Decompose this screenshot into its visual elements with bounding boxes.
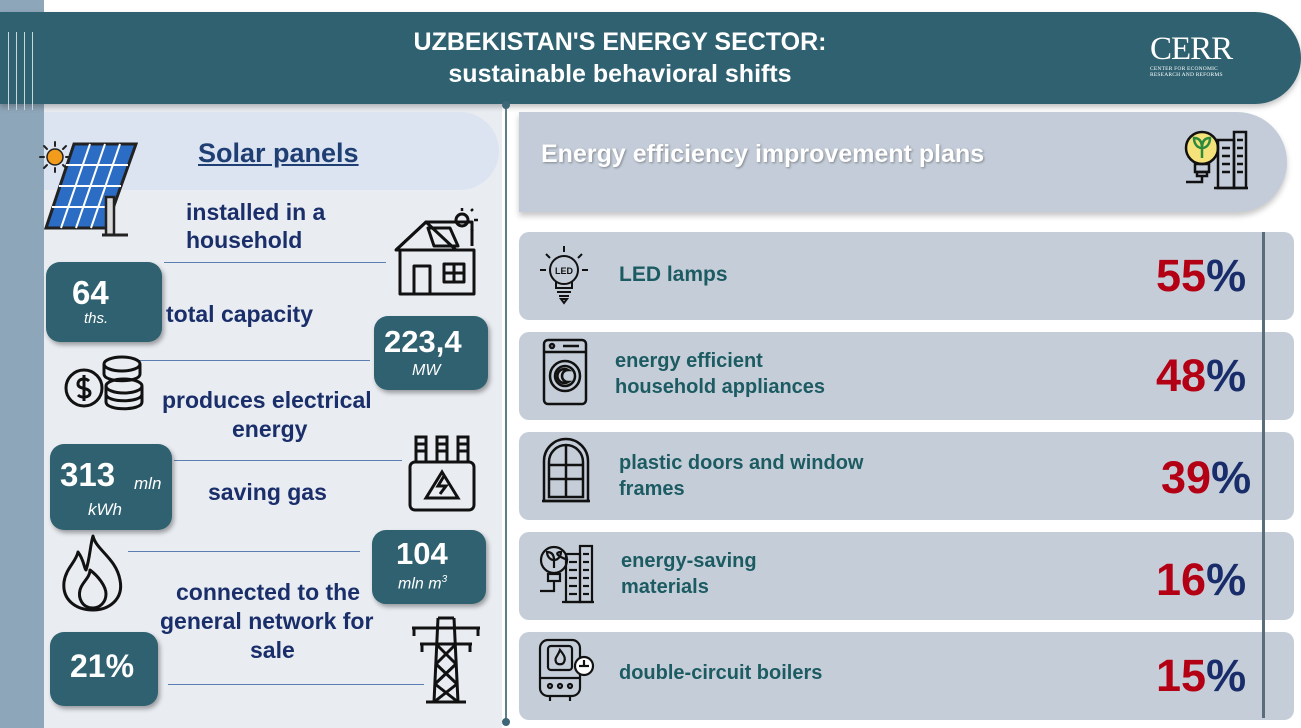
efficiency-row-doors-windows xyxy=(519,432,1294,520)
doors-windows-label-line-2: frames xyxy=(619,478,685,500)
solar-house-icon xyxy=(394,208,478,296)
network-value-box: 21% xyxy=(50,632,158,706)
sun-icon xyxy=(39,141,71,173)
installed-value-box: 64 ths. xyxy=(46,262,162,342)
materials-value: 16% xyxy=(1156,554,1246,606)
gas-unit: mln m xyxy=(398,575,442,593)
energy-label-line-2: energy xyxy=(232,416,308,442)
page-title: UZBEKISTAN'S ENERGY SECTOR: sustainable … xyxy=(300,26,940,90)
led-lamps-value: 55% xyxy=(1156,250,1246,302)
left-panel-background xyxy=(44,104,502,728)
boilers-value: 15% xyxy=(1156,650,1246,702)
doors-windows-value: 39% xyxy=(1161,452,1251,504)
installed-label-line-1: installed in a xyxy=(186,199,326,225)
transformer-icon xyxy=(408,435,476,512)
window-icon xyxy=(542,437,590,503)
logo-text: CERR xyxy=(1150,31,1233,67)
boilers-label: double-circuit boilers xyxy=(619,662,823,684)
appliances-label-line-2: household appliances xyxy=(615,376,826,398)
installed-unit: ths. xyxy=(84,310,109,327)
page-title-line-1: UZBEKISTAN'S ENERGY SECTOR: xyxy=(413,28,827,56)
logo-subtitle-1: CENTER FOR ECONOMIC xyxy=(1150,66,1218,72)
right-vertical-bar xyxy=(1262,232,1265,718)
efficiency-row-materials xyxy=(519,532,1294,620)
solar-panel-icon xyxy=(44,142,138,237)
capacity-label: total capacity xyxy=(166,301,313,327)
eco-building-icon xyxy=(539,544,594,604)
installed-label-line-2: household xyxy=(186,227,303,253)
efficiency-header-banner xyxy=(519,112,1287,212)
network-label-line-2: general network for xyxy=(160,608,374,634)
coins-icon xyxy=(64,355,144,411)
divider-bottom-dot xyxy=(502,718,510,726)
efficiency-title: Energy efficiency improvement plans xyxy=(541,140,985,168)
network-label-line-3: sale xyxy=(250,637,295,663)
flame-icon xyxy=(62,534,123,612)
energy-unit-line-1: mln xyxy=(134,474,162,493)
boiler-icon xyxy=(538,638,595,701)
appliances-percent-sign: % xyxy=(1206,350,1247,401)
header-decorative-lines xyxy=(8,32,38,112)
capacity-value-box: 223,4 MW xyxy=(374,316,488,390)
gas-unit-superscript: 3 xyxy=(441,574,448,585)
divider-top-dot xyxy=(502,101,510,109)
led-lamps-percent-sign: % xyxy=(1206,250,1247,301)
materials-label-line-1: energy-saving xyxy=(621,550,757,572)
cerr-logo: CERR CENTER FOR ECONOMIC RESEARCH AND RE… xyxy=(1150,32,1270,88)
doors-windows-label-line-1: plastic doors and window xyxy=(619,452,864,474)
network-value: 21% xyxy=(70,648,135,684)
page-title-line-2: sustainable behavioral shifts xyxy=(448,60,792,88)
led-bulb-icon: LED xyxy=(540,246,588,305)
capacity-unit: MW xyxy=(412,362,441,379)
header-banner: UZBEKISTAN'S ENERGY SECTOR: sustainable … xyxy=(0,12,1301,110)
energy-value: 313 xyxy=(60,456,116,493)
power-tower-icon xyxy=(412,616,480,704)
connector-line-5 xyxy=(168,684,424,685)
connector-line-3 xyxy=(174,460,402,461)
materials-label-line-2: materials xyxy=(621,576,709,598)
connector-line-4 xyxy=(128,551,360,552)
appliances-value: 48% xyxy=(1156,350,1246,402)
connector-line-1 xyxy=(164,262,386,263)
efficiency-row-appliances xyxy=(519,332,1294,420)
appliances-label-line-1: energy efficient xyxy=(615,350,763,372)
materials-number: 16 xyxy=(1156,554,1207,605)
installed-value: 64 xyxy=(72,274,109,311)
connector-line-2 xyxy=(136,360,370,361)
gas-value-box: 104 mln m3 xyxy=(372,530,486,604)
logo-subtitle-2: RESEARCH AND REFORMS xyxy=(1150,72,1223,78)
solar-panels-title: Solar panels xyxy=(198,138,359,168)
energy-unit-line-2: kWh xyxy=(88,500,122,519)
appliances-number: 48 xyxy=(1156,350,1207,401)
boilers-percent-sign: % xyxy=(1206,650,1247,701)
network-label-line-1: connected to the xyxy=(176,579,361,605)
led-lamps-label: LED lamps xyxy=(619,263,728,286)
efficiency-row-boilers xyxy=(519,632,1294,720)
energy-value-box: 313 mln kWh xyxy=(50,444,172,530)
washing-machine-icon xyxy=(542,338,588,406)
efficiency-row-led-lamps xyxy=(519,232,1294,320)
doors-windows-percent-sign: % xyxy=(1211,452,1252,503)
capacity-value: 223,4 xyxy=(384,324,462,359)
materials-percent-sign: % xyxy=(1206,554,1247,605)
doors-windows-number: 39 xyxy=(1161,452,1212,503)
eco-bulb-building-icon xyxy=(1184,130,1248,190)
center-divider xyxy=(505,104,507,724)
boilers-number: 15 xyxy=(1156,650,1207,701)
gas-value: 104 xyxy=(396,536,448,571)
left-accent-strip xyxy=(0,0,44,728)
energy-label-line-1: produces electrical xyxy=(162,387,372,413)
svg-text:LED: LED xyxy=(555,266,574,276)
led-lamps-number: 55 xyxy=(1156,250,1207,301)
gas-label: saving gas xyxy=(208,479,327,505)
